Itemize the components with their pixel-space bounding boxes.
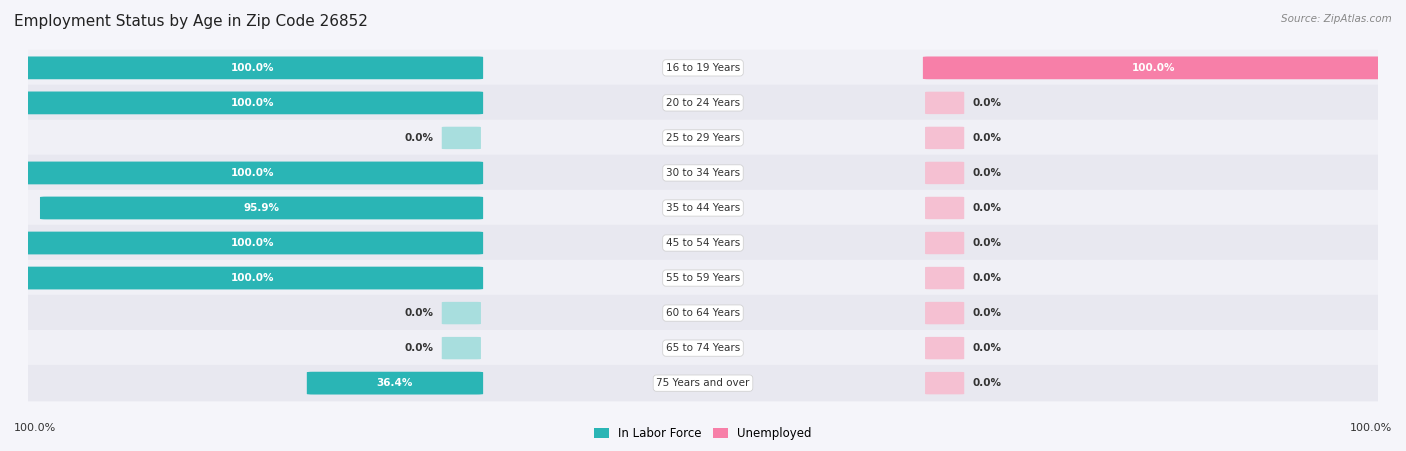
Text: 0.0%: 0.0% bbox=[404, 133, 433, 143]
Text: 0.0%: 0.0% bbox=[973, 378, 1002, 388]
FancyBboxPatch shape bbox=[21, 56, 484, 79]
FancyBboxPatch shape bbox=[21, 92, 484, 114]
FancyBboxPatch shape bbox=[925, 232, 965, 254]
FancyBboxPatch shape bbox=[20, 330, 1386, 366]
Text: 0.0%: 0.0% bbox=[404, 308, 433, 318]
FancyBboxPatch shape bbox=[922, 56, 1385, 79]
FancyBboxPatch shape bbox=[925, 267, 965, 289]
Text: 55 to 59 Years: 55 to 59 Years bbox=[666, 273, 740, 283]
Text: 95.9%: 95.9% bbox=[243, 203, 280, 213]
FancyBboxPatch shape bbox=[20, 120, 1386, 156]
Text: 100.0%: 100.0% bbox=[231, 168, 274, 178]
FancyBboxPatch shape bbox=[20, 190, 1386, 226]
FancyBboxPatch shape bbox=[441, 302, 481, 324]
FancyBboxPatch shape bbox=[925, 162, 965, 184]
Text: 100.0%: 100.0% bbox=[1132, 63, 1175, 73]
FancyBboxPatch shape bbox=[20, 295, 1386, 331]
FancyBboxPatch shape bbox=[20, 50, 1386, 86]
FancyBboxPatch shape bbox=[20, 155, 1386, 191]
Text: 0.0%: 0.0% bbox=[973, 98, 1002, 108]
FancyBboxPatch shape bbox=[20, 365, 1386, 401]
FancyBboxPatch shape bbox=[307, 372, 484, 395]
FancyBboxPatch shape bbox=[925, 127, 965, 149]
Text: 100.0%: 100.0% bbox=[231, 98, 274, 108]
FancyBboxPatch shape bbox=[925, 372, 965, 394]
Text: 60 to 64 Years: 60 to 64 Years bbox=[666, 308, 740, 318]
Text: 45 to 54 Years: 45 to 54 Years bbox=[666, 238, 740, 248]
FancyBboxPatch shape bbox=[925, 92, 965, 114]
FancyBboxPatch shape bbox=[21, 267, 484, 290]
FancyBboxPatch shape bbox=[39, 197, 484, 219]
Text: 36.4%: 36.4% bbox=[377, 378, 413, 388]
FancyBboxPatch shape bbox=[441, 337, 481, 359]
FancyBboxPatch shape bbox=[925, 337, 965, 359]
Text: 16 to 19 Years: 16 to 19 Years bbox=[666, 63, 740, 73]
Text: 0.0%: 0.0% bbox=[973, 168, 1002, 178]
FancyBboxPatch shape bbox=[21, 232, 484, 254]
Text: 0.0%: 0.0% bbox=[973, 343, 1002, 353]
FancyBboxPatch shape bbox=[441, 127, 481, 149]
Text: 25 to 29 Years: 25 to 29 Years bbox=[666, 133, 740, 143]
FancyBboxPatch shape bbox=[20, 225, 1386, 261]
FancyBboxPatch shape bbox=[20, 85, 1386, 121]
Text: 0.0%: 0.0% bbox=[973, 238, 1002, 248]
Text: Employment Status by Age in Zip Code 26852: Employment Status by Age in Zip Code 268… bbox=[14, 14, 368, 28]
Text: 0.0%: 0.0% bbox=[973, 308, 1002, 318]
Legend: In Labor Force, Unemployed: In Labor Force, Unemployed bbox=[589, 423, 817, 445]
Text: 65 to 74 Years: 65 to 74 Years bbox=[666, 343, 740, 353]
Text: 0.0%: 0.0% bbox=[973, 273, 1002, 283]
Text: 100.0%: 100.0% bbox=[14, 423, 56, 433]
Text: 75 Years and over: 75 Years and over bbox=[657, 378, 749, 388]
Text: 0.0%: 0.0% bbox=[973, 133, 1002, 143]
FancyBboxPatch shape bbox=[20, 260, 1386, 296]
FancyBboxPatch shape bbox=[925, 302, 965, 324]
Text: 100.0%: 100.0% bbox=[231, 238, 274, 248]
Text: 100.0%: 100.0% bbox=[231, 273, 274, 283]
FancyBboxPatch shape bbox=[21, 161, 484, 184]
Text: Source: ZipAtlas.com: Source: ZipAtlas.com bbox=[1281, 14, 1392, 23]
Text: 0.0%: 0.0% bbox=[973, 203, 1002, 213]
FancyBboxPatch shape bbox=[925, 197, 965, 219]
Text: 100.0%: 100.0% bbox=[231, 63, 274, 73]
Text: 0.0%: 0.0% bbox=[404, 343, 433, 353]
Text: 35 to 44 Years: 35 to 44 Years bbox=[666, 203, 740, 213]
Text: 20 to 24 Years: 20 to 24 Years bbox=[666, 98, 740, 108]
Text: 100.0%: 100.0% bbox=[1350, 423, 1392, 433]
Text: 30 to 34 Years: 30 to 34 Years bbox=[666, 168, 740, 178]
